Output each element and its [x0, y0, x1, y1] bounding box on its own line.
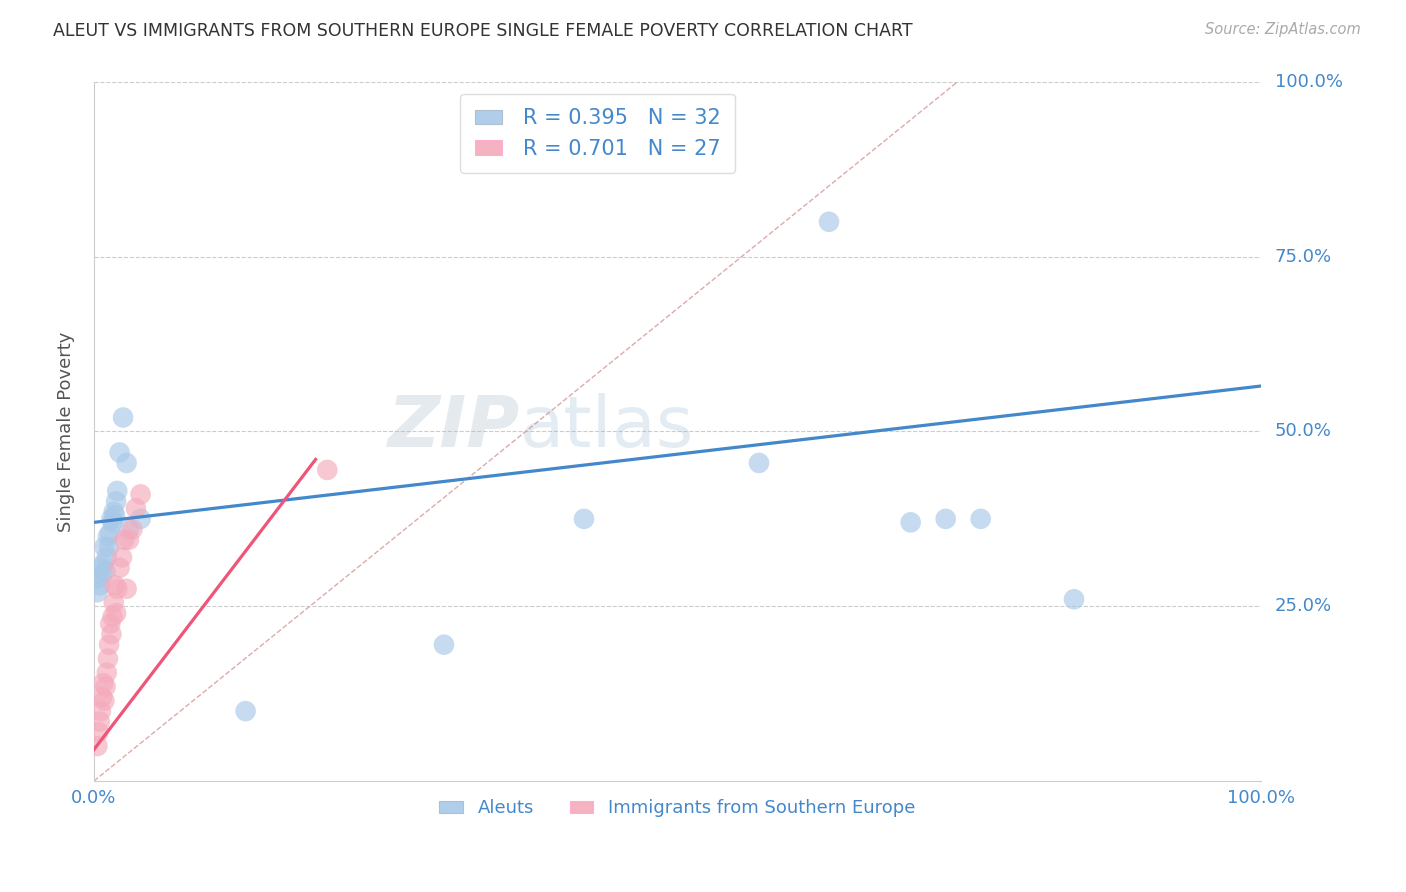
Point	[108, 561, 131, 575]
Point	[96, 550, 118, 565]
Point	[98, 525, 121, 540]
Point	[94, 680, 117, 694]
Point	[572, 512, 595, 526]
Point	[89, 578, 111, 592]
Point	[105, 483, 128, 498]
Point	[112, 533, 135, 547]
Point	[97, 529, 120, 543]
Point	[90, 561, 112, 575]
Point	[86, 739, 108, 753]
Point	[93, 693, 115, 707]
Point	[115, 456, 138, 470]
Text: ALEUT VS IMMIGRANTS FROM SOUTHERN EUROPE SINGLE FEMALE POVERTY CORRELATION CHART: ALEUT VS IMMIGRANTS FROM SOUTHERN EUROPE…	[53, 22, 912, 40]
Text: 100.0%: 100.0%	[1275, 73, 1343, 91]
Text: 75.0%: 75.0%	[1275, 248, 1331, 266]
Point	[87, 571, 110, 585]
Text: 50.0%: 50.0%	[1275, 423, 1331, 441]
Point	[108, 445, 131, 459]
Point	[235, 704, 257, 718]
Point	[96, 665, 118, 680]
Point	[112, 410, 135, 425]
Point	[101, 516, 124, 530]
Point	[94, 564, 117, 578]
Text: Source: ZipAtlas.com: Source: ZipAtlas.com	[1205, 22, 1361, 37]
Point	[98, 540, 121, 554]
Text: ZIP: ZIP	[388, 393, 520, 462]
Point	[935, 512, 957, 526]
Point	[98, 616, 121, 631]
Point	[125, 501, 148, 516]
Y-axis label: Single Female Poverty: Single Female Poverty	[58, 331, 75, 532]
Point	[900, 516, 922, 530]
Text: 25.0%: 25.0%	[1275, 598, 1331, 615]
Point	[433, 638, 456, 652]
Point	[105, 606, 128, 620]
Point	[104, 578, 127, 592]
Point	[121, 522, 143, 536]
Point	[316, 463, 339, 477]
Point	[91, 690, 114, 705]
Point	[104, 508, 127, 523]
Legend: Aleuts, Immigrants from Southern Europe: Aleuts, Immigrants from Southern Europe	[432, 792, 922, 824]
Point	[98, 638, 121, 652]
Point	[105, 494, 128, 508]
Point	[93, 540, 115, 554]
Point	[103, 505, 125, 519]
Point	[748, 456, 770, 470]
Point	[111, 550, 134, 565]
Point	[118, 533, 141, 547]
Point	[91, 567, 114, 582]
Point	[100, 627, 122, 641]
Point	[818, 215, 841, 229]
Point	[100, 512, 122, 526]
Point	[103, 596, 125, 610]
Point	[90, 704, 112, 718]
Point	[115, 582, 138, 596]
Point	[129, 512, 152, 526]
Text: atlas: atlas	[520, 393, 695, 462]
Point	[89, 714, 111, 729]
Point	[91, 558, 114, 572]
Point	[91, 676, 114, 690]
Point	[118, 522, 141, 536]
Point	[101, 609, 124, 624]
Point	[1063, 592, 1085, 607]
Point	[129, 487, 152, 501]
Point	[105, 582, 128, 596]
Point	[970, 512, 993, 526]
Point	[87, 725, 110, 739]
Point	[86, 585, 108, 599]
Point	[97, 651, 120, 665]
